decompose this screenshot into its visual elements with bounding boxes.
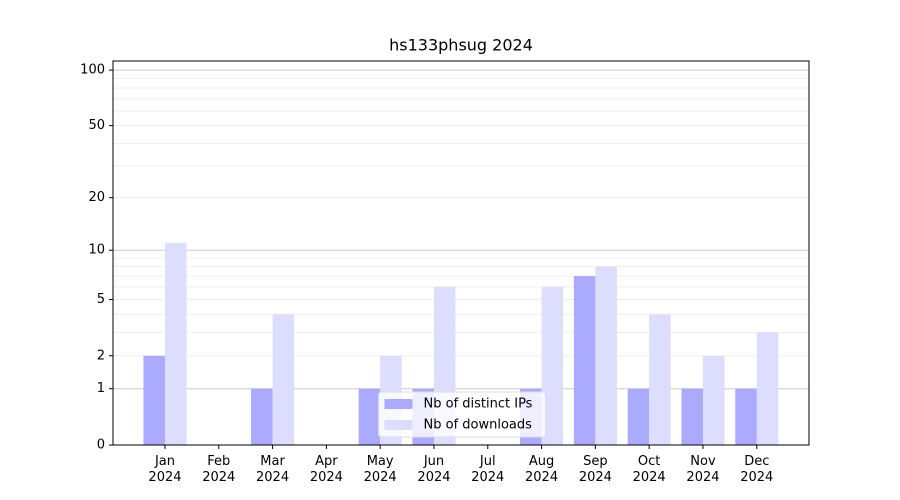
bar	[358, 388, 381, 445]
legend-label: Nb of downloads	[424, 418, 533, 433]
bar	[649, 314, 671, 445]
x-tick-label: Sep 2024	[579, 454, 612, 485]
bar	[164, 243, 187, 445]
x-tick-label: Apr 2024	[310, 454, 343, 485]
y-tick-label: 5	[97, 292, 105, 307]
bar	[756, 332, 779, 445]
x-tick-label: Jul 2024	[471, 454, 504, 485]
y-tick-label: 10	[88, 243, 105, 258]
bar	[251, 388, 273, 445]
legend: Nb of distinct IPs Nb of downloads	[378, 391, 546, 438]
x-tick-label: Feb 2024	[202, 454, 235, 485]
bar	[627, 388, 650, 445]
x-tick-label: Dec 2024	[740, 454, 773, 485]
y-tick-label: 50	[88, 118, 105, 133]
y-tick-label: 0	[97, 438, 105, 453]
x-tick-label: Nov 2024	[686, 454, 719, 485]
x-tick-label: Oct 2024	[633, 454, 666, 485]
legend-box	[378, 391, 546, 438]
y-tick-label: 2	[97, 348, 105, 363]
x-tick-label: Jan 2024	[148, 454, 181, 485]
bar	[272, 314, 295, 445]
bar	[541, 286, 564, 445]
x-tick-label: Mar 2024	[256, 454, 289, 485]
bar	[573, 276, 596, 445]
legend-swatch	[384, 399, 413, 409]
axes-frame	[112, 60, 810, 446]
bar	[681, 388, 703, 445]
bar	[735, 388, 757, 445]
y-tick-label: 1	[97, 381, 105, 396]
legend-swatch	[384, 420, 413, 430]
x-tick-label: May 2024	[364, 454, 397, 485]
bar	[143, 355, 165, 445]
x-tick-label: Aug 2024	[525, 454, 558, 485]
x-tick-label: Jun 2024	[417, 454, 450, 485]
chart-title: hs133phsug 2024	[389, 36, 533, 55]
y-tick-label: 20	[88, 190, 105, 205]
y-tick-label: 100	[80, 63, 105, 78]
bar	[702, 355, 725, 445]
legend-label: Nb of distinct IPs	[424, 397, 533, 412]
bar	[595, 266, 617, 445]
